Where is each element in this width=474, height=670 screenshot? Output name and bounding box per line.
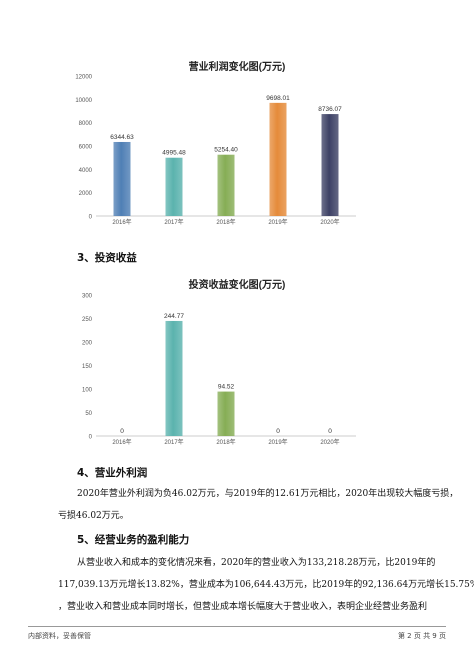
y-tick-label: 250 (82, 317, 93, 323)
x-tick-label: 2017年 (164, 218, 183, 226)
paragraph-line: 亏损46.02万元。 (58, 511, 129, 521)
bar (165, 320, 183, 436)
y-tick-label: 10000 (75, 98, 92, 104)
y-tick-label: 12000 (75, 75, 92, 81)
footer-divider (28, 626, 446, 627)
non-operating-profit-paragraph: 2020年营业外利润为负46.02万元，与2019年的12.61万元相比，202… (58, 483, 459, 527)
paragraph-line: 117,039.13万元增长13.82%，营业成本为106,644.43万元，比… (58, 580, 474, 590)
y-tick-label: 0 (89, 215, 93, 221)
data-label: 8736.07 (318, 106, 342, 113)
paragraph-line: 从营业收入和成本的变化情况来看，2020年的营业收入为133,218.28万元，… (77, 558, 436, 568)
y-tick-label: 6000 (79, 145, 93, 151)
data-label: 6344.63 (110, 134, 134, 141)
data-label: 0 (276, 428, 280, 435)
bar (321, 114, 339, 216)
x-tick-label: 2019年 (268, 218, 287, 226)
operating-profit-chart: 营业利润变化图(万元) 0 2000 4000 6000 8000 10000 12000 2… (75, 60, 356, 226)
bar (165, 157, 183, 216)
y-tick-label: 8000 (79, 121, 93, 127)
section-heading-non-operating-profit: 4、营业外利润 (77, 467, 148, 479)
y-tick-label: 300 (82, 294, 93, 300)
bar (217, 154, 235, 216)
chart-title: 营业利润变化图(万元) (189, 60, 286, 73)
y-tick-label: 150 (82, 364, 93, 370)
data-label: 0 (120, 428, 124, 435)
data-label: 4995.48 (162, 150, 186, 157)
business-profitability-paragraph: 从营业收入和成本的变化情况来看，2020年的营业收入为133,218.28万元，… (58, 552, 474, 618)
x-tick-label: 2018年 (216, 438, 235, 446)
y-tick-label: 200 (82, 341, 93, 347)
page-number: 第 2 页 共 9 页 (397, 632, 446, 640)
footer-note: 内部资料，妥善保管 (28, 632, 91, 640)
data-label: 9698.01 (266, 95, 290, 102)
y-tick-label: 50 (85, 411, 92, 417)
data-label: 244.77 (164, 313, 184, 320)
bar (113, 141, 131, 216)
x-tick-label: 2018年 (216, 218, 235, 226)
investment-income-chart: 投资收益变化图(万元) 0 50 100 150 200 250 300 2016年 2017年… (82, 278, 356, 446)
bar (217, 391, 235, 436)
x-tick-label: 2019年 (268, 438, 287, 446)
data-label: 0 (328, 428, 332, 435)
y-tick-label: 4000 (79, 168, 93, 174)
x-tick-label: 2020年 (320, 218, 339, 226)
y-tick-label: 100 (82, 388, 93, 394)
section-heading-investment-income: 3、投资收益 (77, 252, 137, 264)
y-tick-label: 0 (89, 435, 93, 441)
data-label: 5254.40 (214, 147, 238, 154)
x-tick-label: 2020年 (320, 438, 339, 446)
x-tick-label: 2016年 (112, 218, 131, 226)
paragraph-line: ，营业收入和营业成本同时增长，但营业成本增长幅度大于营业收入，表明企业经营业务盈… (58, 602, 428, 612)
data-label: 94.52 (218, 384, 235, 391)
y-tick-label: 2000 (79, 191, 93, 197)
section-heading-business-profitability: 5、经营业务的盈利能力 (77, 534, 190, 546)
chart-title: 投资收益变化图(万元) (189, 278, 286, 291)
x-tick-label: 2017年 (164, 438, 183, 446)
x-tick-label: 2016年 (112, 438, 131, 446)
paragraph-line: 2020年营业外利润为负46.02万元，与2019年的12.61万元相比，202… (77, 489, 459, 499)
bar (269, 102, 287, 216)
